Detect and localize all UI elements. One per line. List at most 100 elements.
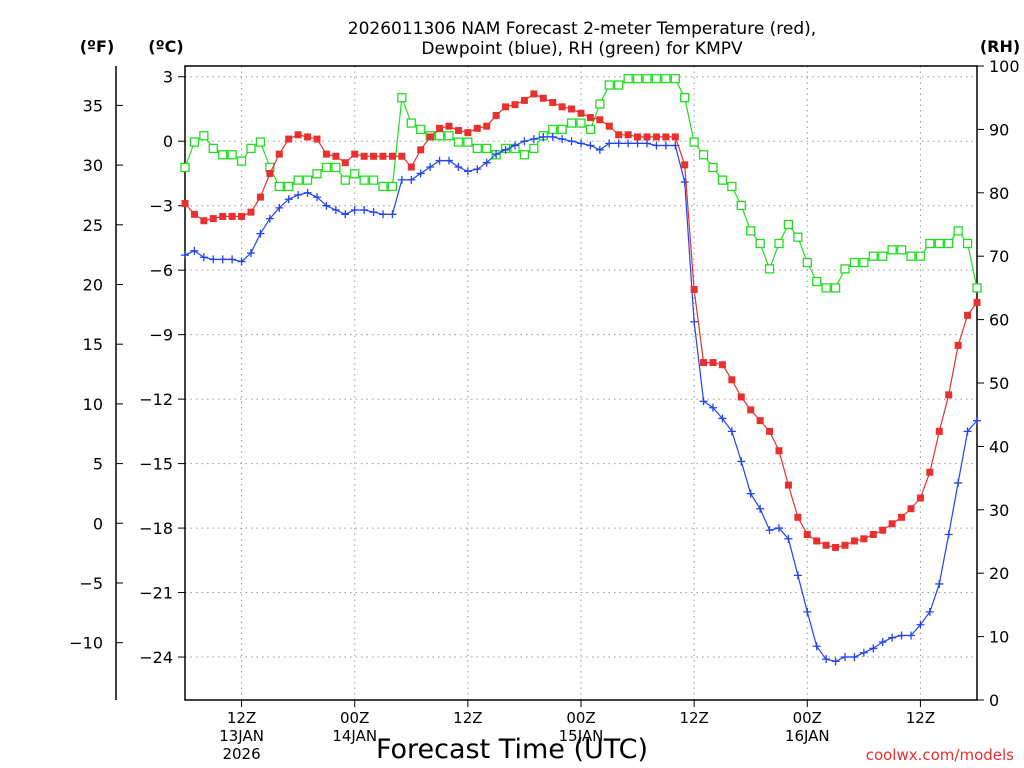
dewpoint-point (727, 427, 736, 436)
temperature-point (624, 131, 632, 139)
temperature-point (577, 109, 585, 117)
temperature-point (219, 212, 227, 220)
temperature-point (766, 427, 774, 435)
fahrenheit-tick-label: 25 (83, 216, 103, 235)
dewpoint-point (624, 139, 633, 148)
temperature-point (322, 150, 330, 158)
temperature-point (426, 133, 434, 141)
temperature-point (945, 391, 953, 399)
rh-point (859, 257, 869, 268)
dewpoint-point (812, 642, 821, 651)
rh-point (793, 232, 803, 242)
rh-point (736, 200, 746, 211)
rh-point (416, 124, 426, 135)
grid-lines (185, 66, 977, 700)
celsius-tick-label: −24 (139, 648, 173, 667)
temperature-point (803, 531, 811, 539)
temperature-point (228, 212, 236, 220)
date-tick-label: 15JAN (559, 727, 604, 745)
rh-point (331, 162, 341, 173)
temperature-point (502, 103, 510, 111)
rh-point (585, 124, 596, 135)
dewpoint-point (737, 457, 746, 466)
dewpoint-point (643, 139, 651, 148)
dewpoint-point (322, 201, 331, 210)
temperature-point (388, 152, 396, 160)
time-tick-label: 12Z (679, 709, 708, 727)
rh-point (840, 264, 850, 274)
tick-labels: 30−3−6−9−12−15−18−21−2412Z13JAN202600Z14… (69, 57, 1019, 763)
dewpoint-point (529, 135, 538, 144)
dewpoint-point (237, 257, 246, 266)
dewpoint-point (181, 251, 189, 260)
celsius-tick-label: −12 (139, 390, 173, 409)
rh-point (255, 137, 266, 147)
dewpoint-point (341, 210, 350, 219)
rh-point (632, 74, 643, 84)
dewpoint-point (520, 137, 529, 146)
rh-point (802, 257, 812, 268)
dewpoint-point (426, 163, 435, 172)
chart-title-line2: Dewpoint (blue), RH (green) for KMPV (421, 39, 743, 59)
temperature-point (341, 159, 349, 167)
temperature-point (398, 152, 406, 160)
date-tick-label: 14JAN (332, 727, 377, 745)
rh-point (576, 118, 586, 128)
temperature-point (256, 193, 264, 201)
dewpoint-point (416, 169, 425, 178)
dewpoint-point (765, 526, 774, 535)
rh-point (717, 175, 728, 185)
celsius-tick-label: −15 (139, 455, 173, 474)
temperature-point (483, 122, 491, 130)
dewpoint-point (925, 607, 934, 616)
fahrenheit-tick-label: 35 (83, 96, 103, 115)
rh-point (783, 219, 794, 230)
dewpoint-point (454, 163, 463, 172)
temperature-point (247, 208, 255, 216)
series-dewpoint (181, 132, 981, 666)
series-rh (180, 74, 982, 293)
temperature-point (643, 133, 651, 141)
fahrenheit-tick-label: 10 (83, 395, 103, 414)
rh-point (887, 245, 897, 255)
rh-point (774, 238, 784, 249)
rh-point (944, 238, 954, 249)
dewpoint-point (841, 653, 849, 662)
temperature-point (520, 96, 528, 104)
plot-frame (184, 65, 978, 701)
temperature-point (671, 133, 679, 141)
rh-point (453, 137, 464, 147)
temperature-point (605, 122, 613, 130)
temperature-point (190, 210, 198, 218)
dewpoint-point (482, 158, 491, 167)
temperature-point (568, 105, 576, 113)
fahrenheit-unit-label: (ºF) (80, 37, 115, 56)
dewpoint-point (567, 137, 576, 146)
rh-point (623, 74, 633, 84)
dewpoint-point (209, 255, 218, 264)
temperature-point (238, 212, 246, 220)
temperature-point (662, 133, 670, 141)
rh-point (595, 99, 605, 109)
temperature-point (850, 537, 858, 545)
temperature-point (737, 393, 745, 401)
temperature-point (586, 114, 594, 122)
temperature-point (200, 217, 208, 225)
celsius-tick-label: −18 (139, 519, 173, 538)
dewpoint-point (256, 229, 265, 238)
rh-point (746, 226, 756, 236)
dewpoint-point (878, 637, 887, 646)
temperature-point (445, 122, 453, 130)
dewpoint-point (907, 631, 915, 640)
temperature-point (558, 103, 566, 111)
rh-point (359, 175, 369, 185)
fahrenheit-tick-label: 0 (93, 514, 103, 533)
temperature-point (530, 90, 538, 98)
rh-point (199, 131, 209, 141)
temperature-point (464, 129, 472, 137)
dewpoint-point (284, 195, 293, 204)
dewpoint-point (313, 193, 321, 202)
time-tick-label: 00Z (793, 709, 822, 727)
dewpoint-point (935, 579, 944, 588)
temperature-point (615, 131, 623, 139)
